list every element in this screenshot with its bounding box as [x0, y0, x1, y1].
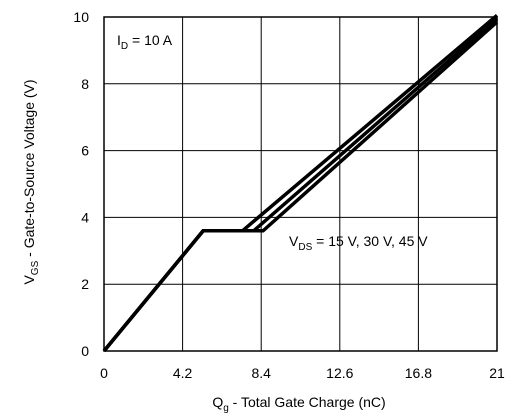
y-tick-label: 10: [73, 9, 89, 25]
y-tick-label: 4: [81, 209, 89, 225]
svg-text:VDS = 15 V, 30 V, 45 V: VDS = 15 V, 30 V, 45 V: [289, 233, 428, 253]
vds-annotation-sub: DS: [298, 242, 312, 253]
y-axis-title-sub: GS: [30, 260, 41, 275]
tick-labels: 0 4.2 8.4 12.6 16.8 21 0 2 4 6 8 10: [73, 9, 505, 381]
x-axis-title-main: Q: [212, 394, 223, 410]
id-annotation: ID = 10 A: [117, 32, 173, 52]
y-axis-title: VGS - Gate-to-Source Voltage (V): [21, 79, 41, 284]
x-tick-label: 4.2: [173, 365, 193, 381]
id-annotation-rest: = 10 A: [128, 32, 173, 48]
vds-annotation-main: V: [289, 233, 299, 249]
vds-annotation: VDS = 15 V, 30 V, 45 V: [289, 233, 428, 253]
y-tick-label: 2: [81, 276, 89, 292]
y-axis-title-rest: - Gate-to-Source Voltage (V): [21, 79, 37, 260]
series-line-1: [102, 13, 499, 353]
svg-text:ID = 10 A: ID = 10 A: [117, 32, 173, 52]
series-line-3: [102, 20, 499, 353]
y-tick-label: 0: [81, 343, 89, 359]
id-annotation-main: I: [117, 32, 121, 48]
series-group: [102, 13, 499, 353]
vds-annotation-rest: = 15 V, 30 V, 45 V: [312, 233, 428, 249]
x-axis-title-sub: g: [223, 403, 229, 414]
x-tick-label: 16.8: [405, 365, 432, 381]
y-axis-title-main: V: [21, 275, 37, 285]
y-tick-label: 6: [81, 143, 89, 159]
y-tick-label: 8: [81, 76, 89, 92]
x-axis-title: Qg - Total Gate Charge (nC): [212, 394, 385, 414]
x-tick-label: 12.6: [326, 365, 353, 381]
x-tick-label: 0: [100, 365, 108, 381]
x-tick-label: 8.4: [251, 365, 271, 381]
series-line-2: [102, 17, 499, 353]
id-annotation-sub: D: [121, 41, 128, 52]
x-tick-label: 21: [489, 365, 505, 381]
plot-frame: [103, 16, 498, 352]
x-axis-title-rest: - Total Gate Charge (nC): [229, 394, 386, 410]
